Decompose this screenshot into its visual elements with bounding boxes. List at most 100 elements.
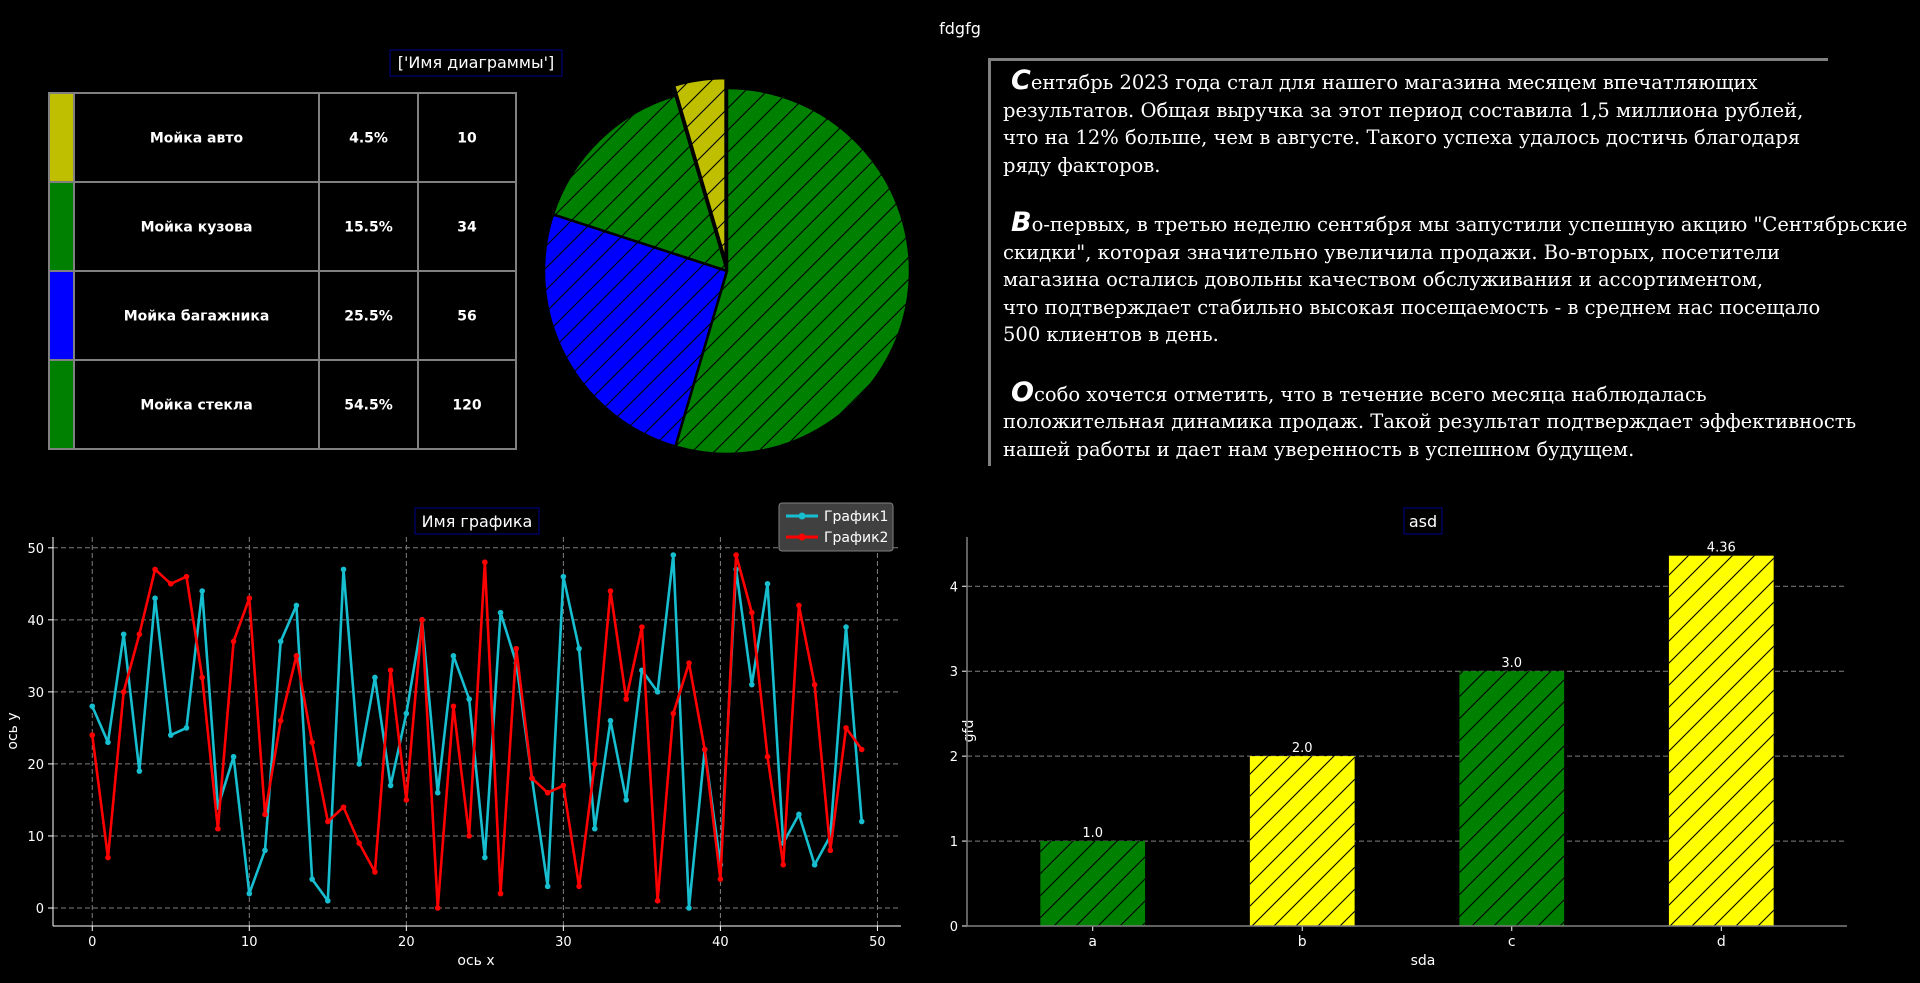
line-point-1 (167, 732, 174, 738)
table-cell-percent: 4.5% (349, 131, 388, 147)
line-point-2 (309, 739, 315, 746)
line-point-2 (89, 732, 96, 738)
line-point-2 (403, 797, 410, 803)
pie-slice-hatch (672, 76, 727, 262)
line-x-tick-label: 50 (869, 935, 886, 950)
bar-title-box (1403, 507, 1443, 535)
table-title-box (389, 49, 563, 77)
line-point-1 (246, 890, 253, 897)
line-point-1 (152, 595, 158, 602)
monthly-report: Сентябрь 2023 года стал для нашего магаз… (988, 58, 1907, 466)
report-dropcap-3: О (1011, 376, 1034, 408)
figure-suptitle: fdgfg (939, 19, 981, 38)
bar-y-tick-label: 4 (950, 580, 958, 595)
line-point-1 (450, 653, 457, 659)
line-point-2 (419, 617, 425, 623)
line-point-1 (764, 581, 771, 587)
bar-y-tick-label: 2 (950, 750, 958, 765)
legend-marker-grafik1 (798, 512, 806, 520)
line-point-1 (497, 609, 504, 616)
line-point-2 (811, 681, 818, 688)
line-point-2 (167, 581, 174, 587)
line-point-2 (796, 602, 802, 609)
line-point-1 (749, 681, 755, 688)
line-point-2 (858, 746, 865, 753)
table-cell (417, 270, 517, 361)
line-point-2 (701, 746, 708, 753)
line-point-1 (591, 825, 598, 832)
bar-y-tick-label: 3 (950, 665, 958, 680)
table-cell-name: Мойка авто (150, 131, 244, 147)
line-point-2 (749, 609, 755, 616)
bar-x-tick-label: c (1508, 934, 1516, 950)
bar-value-label: 1.0 (1082, 826, 1103, 841)
line-point-2 (434, 905, 441, 911)
report-paragraph-3: Особо хочется отметить, что в течение вс… (1003, 376, 1920, 464)
line-point-1 (544, 883, 551, 890)
line-point-1 (120, 631, 127, 638)
line-point-2 (105, 854, 111, 861)
table-cell-percent: 25.5% (344, 309, 393, 325)
table-cell (318, 270, 419, 361)
line-point-1 (89, 703, 96, 710)
line-x-tick-label: 0 (88, 935, 96, 950)
line-point-1 (387, 782, 394, 789)
line-legend: График1 График2 (778, 502, 894, 552)
line-point-1 (277, 638, 284, 645)
line-point-2 (686, 660, 692, 666)
line-x-tick-label: 40 (712, 935, 729, 950)
line-point-2 (780, 861, 787, 868)
line-point-2 (560, 782, 567, 789)
line-point-1 (183, 725, 190, 731)
line-point-2 (325, 818, 331, 825)
line-point-1 (623, 797, 629, 803)
legend-label-grafik1: График1 (824, 509, 888, 525)
line-point-2 (576, 883, 582, 890)
line-x-tick-label: 30 (555, 935, 572, 950)
line-point-1 (811, 861, 818, 868)
line-point-2 (529, 775, 535, 782)
table-cell-name: Мойка стекла (140, 398, 252, 414)
line-point-2 (764, 753, 771, 760)
bar-area: 0 1 2 3 4 1.0 a 2.0 b 3.0 c 4.36 d (950, 537, 1847, 950)
bar-value-label: 2.0 (1292, 741, 1313, 756)
line-point-1 (654, 689, 661, 695)
line-point-1 (340, 566, 347, 573)
pie-slice-hatch (542, 212, 729, 449)
line-chart-title: Имя графика (422, 512, 533, 531)
table-panel: ['Имя диаграммы'] Мойка авто 4.5% 10Мойка … (48, 49, 563, 450)
line-point-1 (686, 905, 692, 911)
bar-value-label: 3.0 (1501, 656, 1522, 671)
pie-chart (542, 76, 912, 456)
line-point-2 (340, 804, 347, 810)
bar-hatch-b (1249, 756, 1355, 926)
line-point-1 (105, 739, 111, 746)
line-point-1 (434, 789, 441, 796)
line-point-1 (309, 876, 315, 882)
line-point-1 (293, 602, 300, 609)
line-x-tick-label: 20 (398, 935, 415, 950)
report-text-2: о-первых, в третью неделю сентября мы за… (1003, 213, 1908, 346)
report-paragraph-2: Во-первых, в третью неделю сентября мы з… (1003, 209, 1920, 349)
legend-marker-grafik2 (798, 533, 806, 541)
bar-y-axis-label: gfd (961, 720, 977, 743)
line-point-1 (670, 552, 677, 558)
line-point-2 (827, 847, 834, 854)
line-point-1 (482, 854, 488, 861)
line-y-tick-label: 30 (27, 686, 44, 701)
line-y-tick-label: 20 (27, 758, 44, 773)
table-color-swatch (48, 181, 75, 272)
line-y-axis-label: ось у (5, 712, 21, 749)
line-point-2 (466, 833, 472, 839)
line-point-1 (858, 818, 865, 825)
line-point-1 (136, 768, 143, 774)
line-y-tick-label: 0 (36, 902, 44, 917)
line-point-2 (623, 696, 629, 702)
line-point-2 (733, 552, 739, 558)
bar-chart: asd sda gfd 0 1 2 3 4 1.0 a 2.0 b 3.0 c 4.36 d (950, 507, 1847, 969)
line-point-2 (717, 876, 724, 882)
line-point-1 (199, 588, 205, 594)
line-point-2 (199, 674, 205, 681)
bar-chart-title: asd (1409, 512, 1437, 531)
bar-hatch-c (1459, 671, 1565, 926)
